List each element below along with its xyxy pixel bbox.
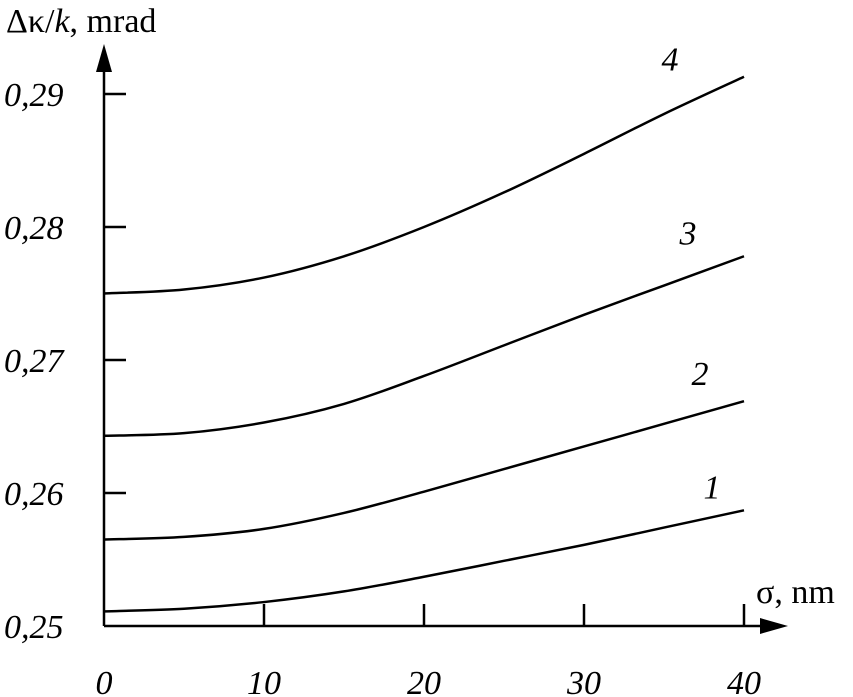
x-tick-label: 20: [407, 665, 441, 697]
y-tick-label: 0,29: [4, 77, 64, 114]
series-line-2: [103, 400, 745, 541]
series-line-3: [103, 255, 745, 438]
x-tick-label: 0: [96, 665, 113, 697]
y-tick-label: 0,27: [4, 343, 66, 380]
y-tick-label: 0,28: [4, 210, 64, 247]
series-label-4: 4: [662, 42, 679, 79]
series-labels: 1 2 3 4: [662, 42, 721, 507]
series-line-1: [103, 509, 745, 613]
x-tick-label: 40: [727, 665, 761, 697]
x-tick-label: 10: [247, 665, 281, 697]
ticks: [104, 92, 746, 626]
y-axis-arrowhead: [96, 44, 112, 72]
y-tick-label: 0,26: [4, 476, 64, 513]
x-tick-label: 30: [566, 665, 601, 697]
series-line-4: [103, 75, 745, 295]
tick-labels: 0 10 20 30 40 0,25 0,26 0,27 0,28 0,29: [4, 77, 761, 697]
x-axis-title: σ, nm: [756, 574, 835, 611]
series-label-3: 3: [679, 215, 697, 252]
series-label-1: 1: [704, 469, 721, 506]
y-tick-label: 0,25: [4, 609, 64, 646]
x-axis-arrowhead: [760, 618, 788, 634]
axes: [96, 44, 788, 634]
series-group: [103, 75, 745, 613]
y-axis-title: Δκ/k, mrad: [6, 3, 156, 40]
series-label-2: 2: [692, 356, 709, 393]
